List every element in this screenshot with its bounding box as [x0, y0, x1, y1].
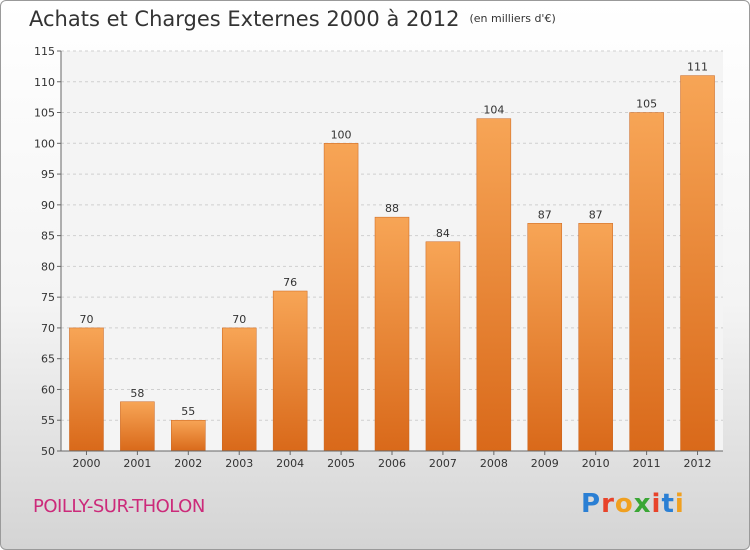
- y-tick-label: 65: [41, 353, 55, 366]
- x-tick-label: 2002: [174, 457, 202, 470]
- x-tick-label: 2006: [378, 457, 406, 470]
- bar-value-label: 104: [483, 104, 504, 117]
- bar-value-label: 70: [232, 313, 246, 326]
- x-tick-label: 2004: [276, 457, 304, 470]
- y-tick-label: 95: [41, 168, 55, 181]
- bar-value-label: 100: [331, 128, 352, 141]
- x-tick-label: 2003: [225, 457, 253, 470]
- bar: [680, 75, 715, 452]
- chart-title-text: Achats et Charges Externes 2000 à 2012: [29, 7, 460, 31]
- logo-letter: t: [661, 489, 675, 519]
- bar: [69, 327, 104, 452]
- bar-value-label: 76: [283, 276, 297, 289]
- bar: [120, 401, 155, 452]
- x-tick-label: 2008: [480, 457, 508, 470]
- chart-title: Achats et Charges Externes 2000 à 2012 (e…: [29, 7, 556, 31]
- bar-value-label: 70: [79, 313, 93, 326]
- bar: [629, 112, 664, 452]
- city-name: POILLY-SUR-THOLON: [33, 496, 205, 517]
- bar: [171, 419, 206, 452]
- bar-value-label: 87: [589, 208, 603, 221]
- bar: [323, 143, 359, 452]
- bar: [476, 118, 512, 452]
- x-tick-label: 2005: [327, 457, 355, 470]
- logo-letter: i: [651, 489, 662, 519]
- bars: 70 58 55 70 76 100 88 84 104 87 87 105 111: [69, 61, 715, 452]
- bar-value-label: 84: [436, 227, 450, 240]
- bar-value-label: 111: [687, 61, 708, 74]
- x-tick-label: 2001: [123, 457, 151, 470]
- logo-letter: i: [674, 489, 685, 519]
- x-tick-label: 2010: [582, 457, 610, 470]
- logo-letter: r: [601, 489, 615, 519]
- y-tick-label: 110: [34, 76, 55, 89]
- y-tick-label: 85: [41, 230, 55, 243]
- bar-value-label: 87: [538, 208, 552, 221]
- y-tick-label: 80: [41, 260, 55, 273]
- y-tick-label: 75: [41, 291, 55, 304]
- bar: [425, 241, 461, 452]
- bar: [374, 216, 410, 452]
- bar-value-label: 105: [636, 98, 657, 111]
- y-tick-label: 105: [34, 107, 55, 120]
- logo-letter: P: [581, 489, 602, 519]
- proxiti-logo: Proxiti: [581, 489, 685, 519]
- x-tick-label: 2009: [531, 457, 559, 470]
- y-tick-label: 100: [34, 137, 55, 150]
- bar: [221, 327, 257, 452]
- x-tick-label: 2011: [633, 457, 661, 470]
- bar: [527, 223, 563, 452]
- x-tick-label: 2012: [684, 457, 712, 470]
- x-tick-label: 2000: [72, 457, 100, 470]
- bar: [578, 223, 613, 452]
- bar-value-label: 55: [181, 405, 195, 418]
- y-tick-label: 90: [41, 199, 55, 212]
- x-tick-label: 2007: [429, 457, 457, 470]
- chart-unit: (en milliers d'€): [469, 12, 556, 25]
- y-tick-label: 115: [34, 45, 55, 58]
- bar: [272, 290, 308, 452]
- y-tick-label: 50: [41, 445, 55, 458]
- logo-letter: x: [633, 489, 652, 519]
- y-tick-label: 60: [41, 383, 55, 396]
- bar-value-label: 88: [385, 202, 399, 215]
- y-tick-label: 55: [41, 414, 55, 427]
- axes: 50 55 60 65 70 75 80 85 90 95 100 105 110 115 2000 2001…: [34, 45, 723, 470]
- y-tick-label: 70: [41, 322, 55, 335]
- logo-letter: o: [614, 489, 634, 519]
- bar-value-label: 58: [130, 387, 144, 400]
